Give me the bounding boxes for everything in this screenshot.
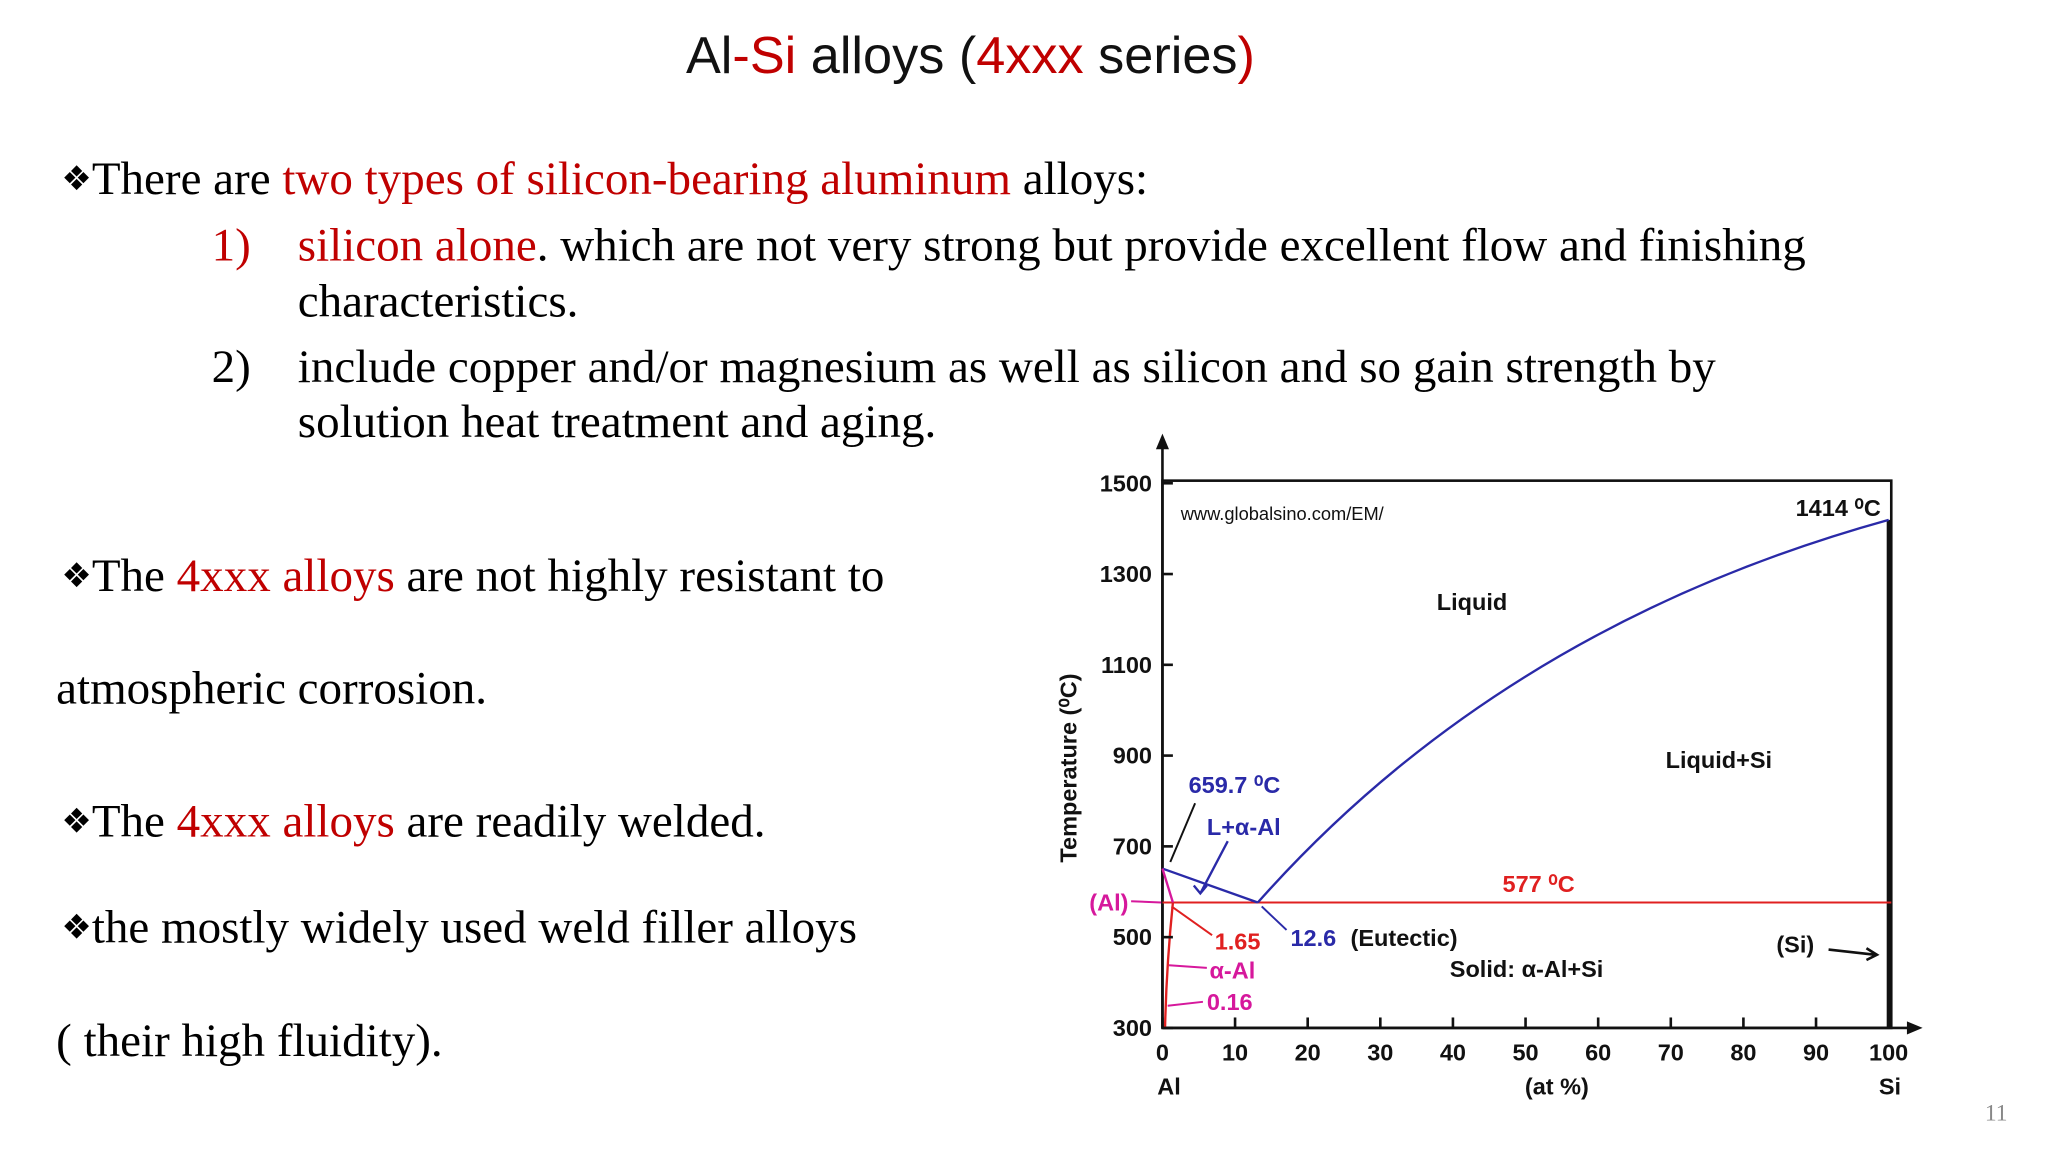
text: are not highly resistant to — [395, 550, 885, 602]
bullet-line: ❖The 4xxx alloys are not highly resistan… — [61, 550, 884, 602]
x-tick-label: 10 — [1222, 1040, 1248, 1066]
liquidus-al — [1162, 867, 1259, 904]
bullet-line: ❖the mostly widely used weld filler allo… — [61, 901, 857, 953]
axis-arrow — [1155, 433, 1169, 450]
phase-diagram: www.globalsino.com/EM/ 1414 ⁰C Liquid Li… — [1055, 433, 1923, 1100]
list-item: include copper and/or magnesium as well … — [298, 341, 1716, 393]
page-number: 11 — [1985, 1101, 2008, 1127]
pointer — [1168, 964, 1207, 969]
bullet-symbol: ❖ — [61, 159, 91, 199]
x-tick-label: 50 — [1512, 1040, 1538, 1066]
text: silicon alone — [298, 220, 537, 272]
text: The — [92, 550, 177, 602]
x-tick-label: 0 — [1156, 1040, 1169, 1066]
text: The — [92, 796, 177, 848]
text: the mostly widely used weld filler alloy… — [92, 901, 857, 953]
x-tick-label: 30 — [1367, 1040, 1393, 1066]
x-axis-label: (at %) — [1525, 1074, 1589, 1100]
annotation: 0.16 — [1207, 989, 1253, 1015]
bullet-symbol: ❖ — [61, 802, 91, 842]
list-item: silicon alone. which are not very strong… — [298, 220, 1806, 272]
title-part: 4xxx — [976, 27, 1083, 85]
axis-arrow — [1906, 1021, 1923, 1035]
list-item-continuation: solution heat treatment and aging. — [298, 396, 936, 448]
bullet-symbol: ❖ — [61, 556, 91, 596]
x-axis-end-label: Si — [1879, 1074, 1901, 1100]
y-tick-label: 1500 — [1100, 470, 1152, 496]
text: include copper and/or magnesium as well … — [298, 341, 1716, 393]
annotation: Liquid+Si — [1666, 747, 1772, 773]
text: There are — [92, 153, 283, 205]
y-tick-label: 500 — [1113, 924, 1152, 950]
bullet-line: ❖The 4xxx alloys are readily welded. — [61, 796, 765, 848]
title-part: series — [1084, 27, 1238, 85]
annotation: L+α-Al — [1207, 814, 1281, 840]
bullet-line: ❖There are two types of silicon-bearing … — [61, 153, 1148, 205]
x-tick-label: 80 — [1730, 1040, 1756, 1066]
annotation: 1414 ⁰C — [1796, 495, 1881, 521]
list-item-continuation: characteristics. — [298, 276, 579, 328]
annotation: (Si) — [1776, 931, 1814, 957]
pointer — [1131, 900, 1162, 904]
title-part: alloys ( — [796, 27, 977, 85]
text: alloys: — [1011, 153, 1148, 205]
bullet-continuation: atmospheric corrosion. — [56, 662, 487, 714]
x-tick-label: 40 — [1440, 1040, 1466, 1066]
annotation: 659.7 ⁰C — [1189, 772, 1281, 798]
annotation: 12.6 — [1290, 925, 1336, 951]
pointer — [1192, 840, 1229, 896]
bullet-continuation: ( their high fluidity). — [56, 1015, 443, 1067]
title-part: Al — [686, 27, 732, 85]
text: 4xxx alloys — [177, 796, 395, 848]
solvus — [1163, 902, 1175, 1028]
pointer — [1169, 802, 1197, 863]
x-tick-label: 60 — [1585, 1040, 1611, 1066]
annotation: 577 ⁰C — [1503, 871, 1575, 897]
list-marker: 2) — [212, 341, 251, 393]
list-marker: 1) — [212, 220, 251, 272]
annotation: α-Al — [1209, 957, 1255, 983]
y-axis-label: Temperature (⁰C) — [1055, 673, 1081, 862]
text: are readily welded. — [395, 796, 766, 848]
annotation: (Al) — [1089, 890, 1128, 916]
solidus — [1161, 868, 1175, 903]
x-tick-label: 20 — [1295, 1040, 1321, 1066]
title-part: -Si — [732, 27, 796, 85]
text: 4xxx alloys — [177, 550, 395, 602]
pointer — [1828, 947, 1880, 962]
x-axis-end-label: Al — [1157, 1074, 1181, 1100]
text: two types of silicon-bearing aluminum — [282, 153, 1011, 205]
x-tick-label: 90 — [1803, 1040, 1829, 1066]
y-tick-label: 1100 — [1101, 652, 1152, 678]
liquidus-si — [1256, 518, 1889, 904]
annotation: Solid: α-Al+Si — [1450, 956, 1604, 982]
text: . which are not very strong but provide … — [537, 220, 1806, 272]
y-tick-label: 1300 — [1100, 561, 1152, 587]
source-url: www.globalsino.com/EM/ — [1180, 503, 1385, 524]
annotation: (Eutectic) — [1351, 925, 1458, 951]
pointer — [1167, 1000, 1204, 1007]
x-tick-label: 70 — [1658, 1040, 1684, 1066]
annotation: Liquid — [1437, 589, 1507, 615]
y-tick-label: 700 — [1113, 833, 1152, 859]
title-part: ) — [1238, 27, 1255, 85]
annotation: 1.65 — [1215, 929, 1261, 955]
slide-title: Al-Si alloys (4xxx series) — [686, 27, 1255, 85]
pointer — [1171, 905, 1213, 936]
bullet-symbol: ❖ — [61, 907, 91, 947]
pointer — [1261, 905, 1288, 931]
y-tick-label: 900 — [1113, 743, 1152, 769]
x-tick-label: 100 — [1869, 1040, 1908, 1066]
y-tick-label: 300 — [1113, 1015, 1152, 1041]
